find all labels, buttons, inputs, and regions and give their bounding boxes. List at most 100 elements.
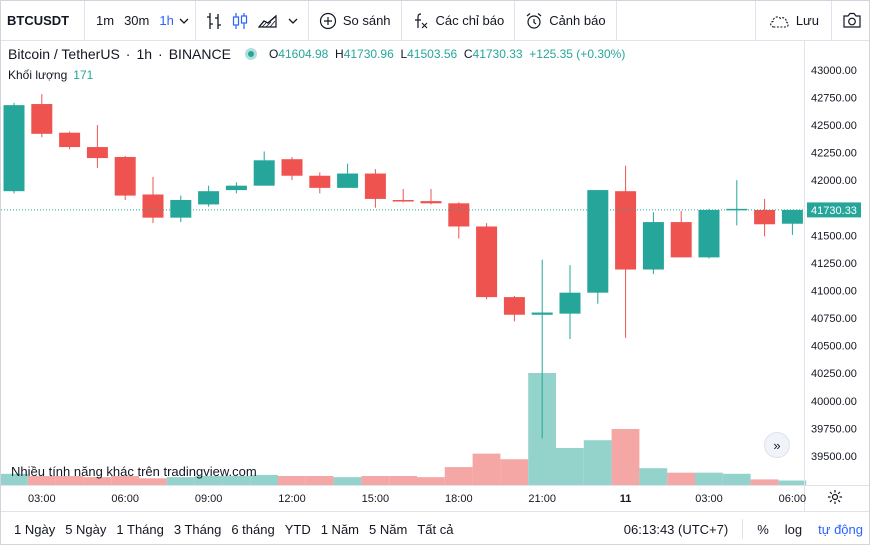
candle [559,265,581,340]
volume-bar [278,476,306,485]
time-tick-label: 09:00 [195,493,223,505]
symbol-search-button[interactable]: BTCUSDT [1,1,85,41]
legend-exchange: BINANCE [168,46,231,62]
log-toggle[interactable]: log [784,521,803,537]
symbol-label: BTCUSDT [7,13,70,28]
alert-label: Cảnh báo [549,13,606,28]
volume-bar [139,478,167,485]
candles-icon[interactable] [232,12,248,30]
candle [420,188,442,205]
symbol-description: Bitcoin / TetherUS [8,46,120,62]
price-axis[interactable]: 43000.00 42750.00 42500.00 42250.00 42000.00… [811,65,857,463]
time-tick-label: 15:00 [362,493,390,505]
candle-body [559,292,581,314]
candle [170,195,192,223]
auto-scale-toggle[interactable]: tự động [818,521,863,537]
candle-body [31,104,53,134]
candle [309,172,331,194]
range-3m[interactable]: 3 Tháng [173,521,222,537]
volume-bar [778,480,807,485]
toolbar-right: Lưu [754,1,869,41]
candle-body [170,200,192,218]
candle-body [309,175,331,188]
volume-bar [333,477,362,485]
candle [364,169,386,208]
interval-1m[interactable]: 1m [96,13,115,28]
candle-body [59,132,81,148]
range-1m[interactable]: 1 Tháng [116,521,164,537]
candle-body [392,200,414,202]
price-tick-label: 43000.00 [811,65,857,77]
candle-body [476,226,498,298]
area-chart-icon[interactable] [257,13,278,29]
time-tick-label: 18:00 [445,493,473,505]
time-tick-label: 06:00 [779,493,807,505]
volume-bar [83,477,112,485]
volume-bar [722,473,751,485]
price-tick-label: 41500.00 [811,230,857,242]
candle-body [3,105,25,192]
interval-group: 1m 30m 1h [85,1,196,41]
time-tick-label: 21:00 [528,493,556,505]
volume-bar [194,476,223,485]
price-chart[interactable]: 43000.00 42750.00 42500.00 42250.00 42000.00… [1,41,870,511]
candle-body [364,173,386,199]
indicators-button[interactable]: Các chỉ báo [402,1,516,41]
range-6m[interactable]: 6 tháng [231,521,275,537]
price-tick-label: 42250.00 [811,148,857,160]
volume-bar [556,448,584,485]
candle [587,190,609,304]
volume-bar [667,472,695,485]
alarm-clock-icon [525,12,543,30]
chevron-down-icon[interactable] [288,16,298,26]
ohlc-values: O41604.98 H41730.96 L41503.56 C41730.33 … [268,47,626,61]
candle [448,202,470,239]
range-all[interactable]: Tất cả [417,521,454,537]
volume-value: 171 [73,68,94,82]
percent-toggle[interactable]: % [757,521,769,537]
alert-button[interactable]: Cảnh báo [515,1,617,41]
range-1d[interactable]: 1 Ngày [14,521,56,537]
interval-1h[interactable]: 1h [159,13,174,28]
volume-bar [444,467,473,485]
candle [114,155,136,201]
candle-body [642,222,664,270]
interval-30m[interactable]: 30m [124,13,150,28]
range-5d[interactable]: 5 Ngày [65,521,107,537]
candle [531,259,553,439]
compare-label: So sánh [342,13,391,28]
candle-body [281,159,303,176]
chevron-down-icon[interactable] [179,16,189,26]
plus-circle-icon [319,12,337,30]
price-tick-label: 41250.00 [811,258,857,270]
time-axis[interactable]: 03:00 06:00 09:00 12:00 15:00 18:00 21:00 11 03:… [28,493,806,505]
range-1y[interactable]: 1 Năm [320,521,360,537]
volume-label: Khối lượng [8,68,68,82]
candle-body [670,222,692,258]
volume-bars [1,373,807,485]
top-toolbar: BTCUSDT 1m 30m 1h [1,1,869,41]
bottom-toolbar: 1 Ngày 5 Ngày 1 Tháng 3 Tháng 6 tháng YT… [1,511,869,544]
save-button[interactable]: Lưu [754,1,831,41]
compare-button[interactable]: So sánh [309,1,402,41]
range-ytd[interactable]: YTD [284,521,311,537]
tradingview-promo-link[interactable]: Nhiều tính năng khác trên tradingview.co… [11,464,257,479]
volume-bar [1,473,28,485]
range-5y[interactable]: 5 Năm [369,521,408,537]
price-tick-label: 39750.00 [811,423,857,435]
screenshot-button[interactable] [831,1,869,41]
chart-settings-button[interactable] [827,489,843,510]
bars-icon[interactable] [206,12,222,30]
candle-body [781,209,803,224]
market-status-icon[interactable] [244,48,257,60]
candle-body [531,312,553,315]
candle-body [253,160,275,186]
timezone-clock[interactable]: 06:13:43 (UTC+7) [624,519,744,539]
time-tick-label: 11 [620,493,632,505]
price-tick-label: 40750.00 [811,313,857,325]
candle [281,156,303,181]
candle-body [587,190,609,293]
legend-sep: · [158,46,163,62]
scroll-to-realtime-button[interactable]: » [764,432,790,458]
price-tick-label: 39500.00 [811,451,857,463]
